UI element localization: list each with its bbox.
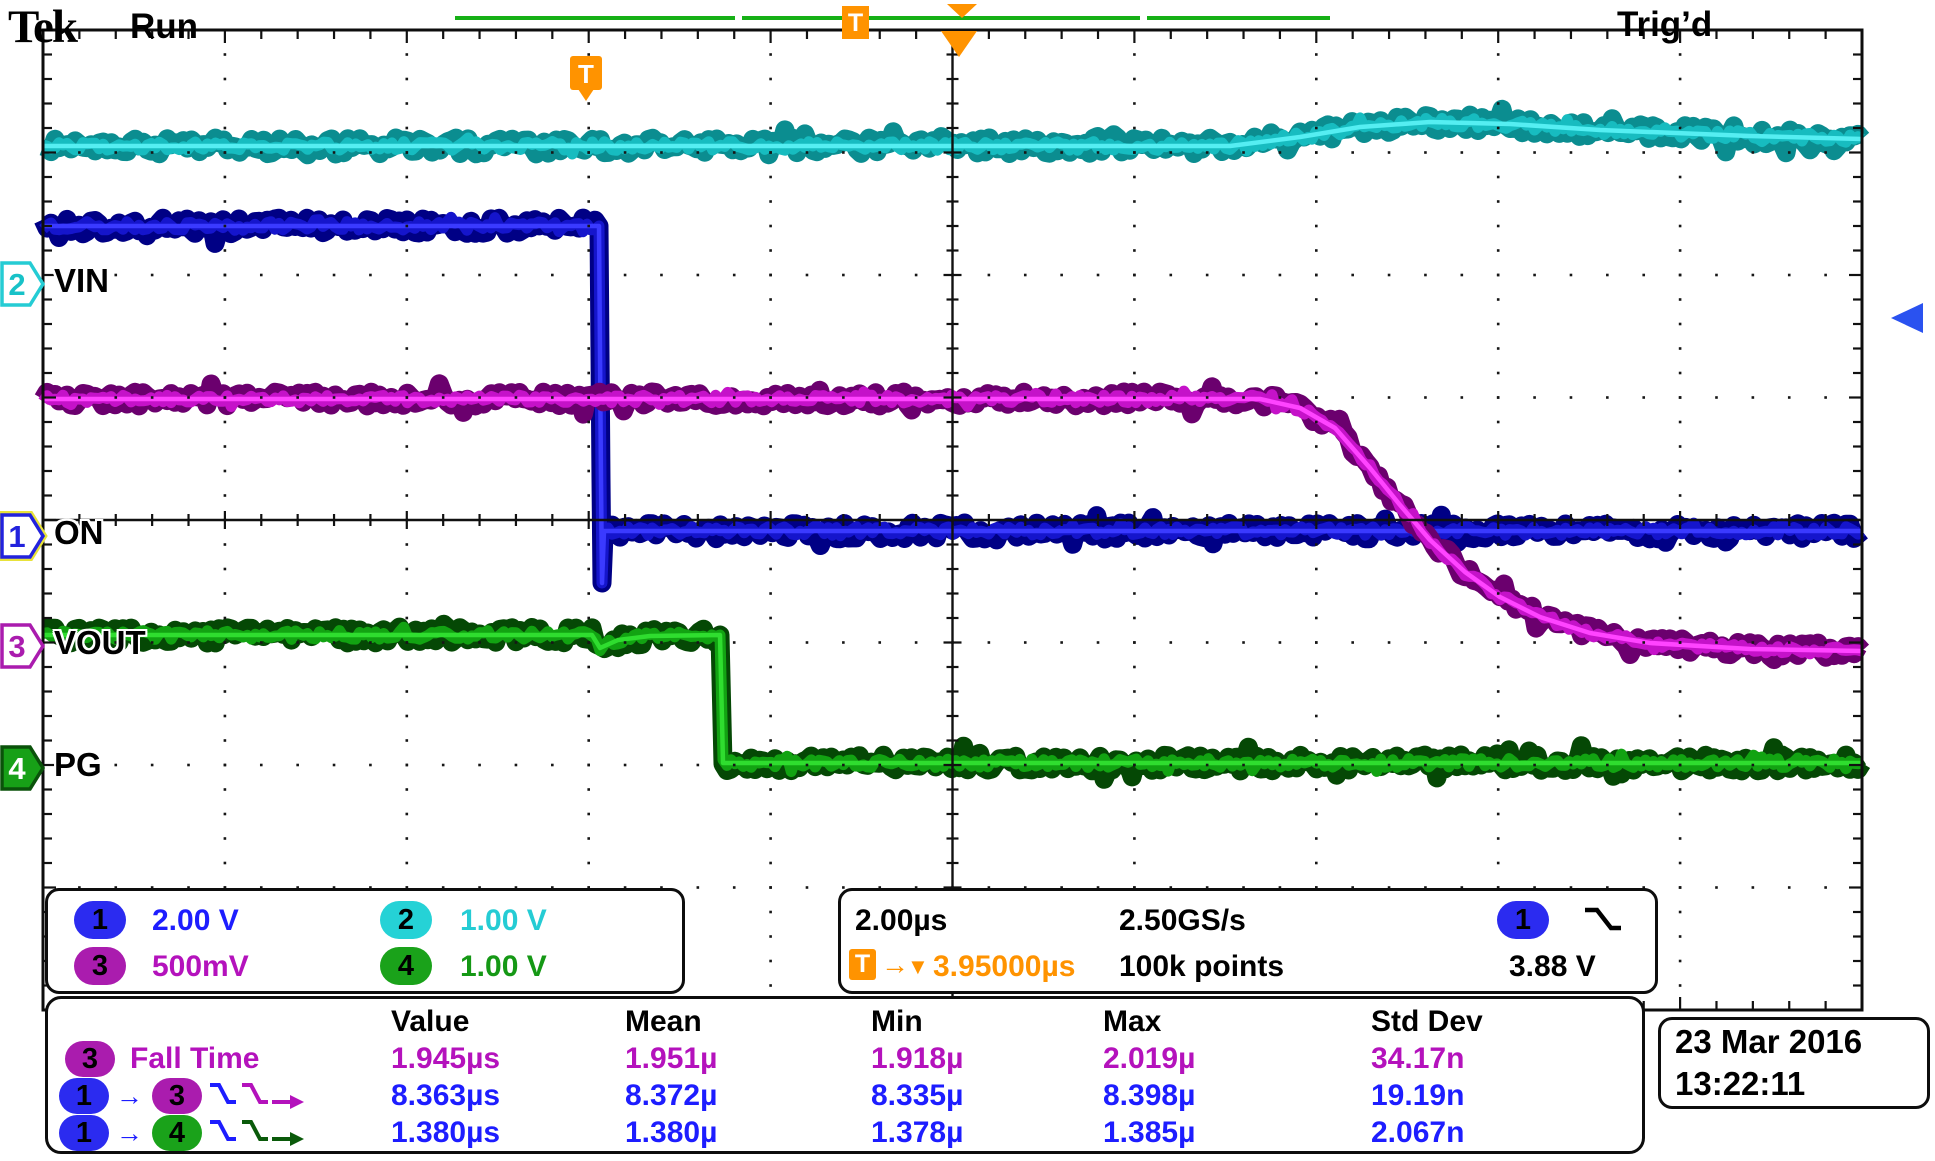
meas1-mean: 1.951µ <box>625 1042 718 1075</box>
trace-label-on: ON <box>54 514 104 551</box>
svg-text:1: 1 <box>8 519 25 554</box>
channel-2-scale: 1.00 V <box>460 904 547 937</box>
meas3-mean: 1.380µ <box>625 1116 718 1149</box>
record-trigger-t-icon <box>842 6 869 39</box>
meas3-std: 2.067n <box>1371 1116 1465 1149</box>
meas3-min: 1.378µ <box>871 1116 964 1149</box>
trigger-delay-readout: 3.95000µs <box>933 950 1076 983</box>
trigger-status: Trig’d <box>1617 5 1713 44</box>
channel-2-position-marker: 2 <box>0 261 46 307</box>
meas2-dst-badge: 3 <box>152 1078 202 1114</box>
graticule <box>41 28 1864 1012</box>
horizontal-trigger-box: 2.00µs 2.50GS/s T → ▼ 3.95000µs 100k poi… <box>838 888 1658 994</box>
channel-4-scale: 1.00 V <box>460 950 547 983</box>
meas2-std: 19.19n <box>1371 1079 1465 1112</box>
trigger-source-badge: 1 <box>1497 901 1549 939</box>
trace-vin <box>37 99 1870 165</box>
measurements-box: Value Mean Min Max Std Dev 3 Fall Time 1… <box>45 996 1645 1154</box>
trace-label-vin: VIN <box>54 262 110 299</box>
trigger-point-flag-icon <box>570 56 602 90</box>
record-length-readout: 100k points <box>1119 950 1285 983</box>
record-position-icon <box>947 4 977 18</box>
tek-logo: Tek <box>8 1 78 53</box>
delay-falling-falling-icon <box>210 1083 304 1109</box>
meas3-max: 1.385µ <box>1103 1116 1196 1149</box>
meas3-dst-badge: 4 <box>152 1115 202 1151</box>
channel-scales-box: 1 2.00 V 2 1.00 V 3 500mV 4 1.00 V <box>45 888 685 994</box>
meas3-arrow-icon: → <box>116 1118 143 1148</box>
falling-edge-icon <box>1585 907 1621 931</box>
acquisition-status: Run <box>130 7 199 46</box>
channel-1-badge: 1 <box>74 901 126 939</box>
trigger-arrow-icon: → <box>881 949 909 980</box>
sample-rate-readout: 2.50GS/s <box>1119 904 1246 937</box>
meas3-src-badge: 1 <box>59 1115 109 1151</box>
meas2-arrow-icon: → <box>116 1081 143 1111</box>
col-header-max: Max <box>1103 1005 1162 1038</box>
svg-text:3: 3 <box>8 629 25 664</box>
trace-label-pg: PG <box>54 746 102 783</box>
channel-4-badge: 4 <box>380 947 432 985</box>
col-header-min: Min <box>871 1005 923 1038</box>
meas1-min: 1.918µ <box>871 1042 964 1075</box>
meas2-mean: 8.372µ <box>625 1079 718 1112</box>
col-header-value: Value <box>391 1005 470 1038</box>
svg-text:2: 2 <box>8 267 25 302</box>
date-readout: 23 Mar 2016 <box>1675 1023 1863 1060</box>
channel-4-position-marker: 4 <box>0 745 46 791</box>
col-header-mean: Mean <box>625 1005 702 1038</box>
meas1-value: 1.945µs <box>391 1042 501 1075</box>
time-readout: 13:22:11 <box>1675 1065 1806 1102</box>
meas2-value: 8.363µs <box>391 1079 501 1112</box>
svg-text:T: T <box>848 9 863 37</box>
meas1-std: 34.17n <box>1371 1042 1465 1075</box>
acquisition-markers: TT <box>455 4 1923 333</box>
channel-1-position-marker: 1 <box>0 511 48 561</box>
expansion-point-icon: ▼ <box>907 954 929 979</box>
timebase-readout: 2.00µs <box>855 904 948 937</box>
channel-3-position-marker: 3 <box>0 623 46 669</box>
channel-3-badge: 3 <box>74 947 126 985</box>
datetime-box: 23 Mar 2016 13:22:11 <box>1658 1017 1930 1109</box>
trigger-level-arrow-icon <box>1891 303 1923 333</box>
trigger-level-readout: 3.88 V <box>1509 950 1596 983</box>
meas2-src-badge: 1 <box>59 1078 109 1114</box>
meas3-value: 1.380µs <box>391 1116 501 1149</box>
svg-text:4: 4 <box>8 751 26 786</box>
delay-falling-falling-icon <box>210 1120 304 1146</box>
channel-1-scale: 2.00 V <box>152 904 239 937</box>
svg-text:T: T <box>578 59 594 89</box>
trace-on <box>34 208 1868 593</box>
channel-3-scale: 500mV <box>152 950 249 983</box>
trigger-t-icon: T <box>849 949 876 980</box>
meas1-max: 2.019µ <box>1103 1042 1196 1075</box>
channel-2-badge: 2 <box>380 901 432 939</box>
meas1-source-badge: 3 <box>65 1041 115 1077</box>
meas1-label: Fall Time <box>130 1042 260 1075</box>
trace-label-vout: VOUT <box>54 624 146 661</box>
col-header-std: Std Dev <box>1371 1005 1483 1038</box>
expansion-point-triangle-icon <box>941 31 977 57</box>
meas2-min: 8.335µ <box>871 1079 964 1112</box>
meas2-max: 8.398µ <box>1103 1079 1196 1112</box>
